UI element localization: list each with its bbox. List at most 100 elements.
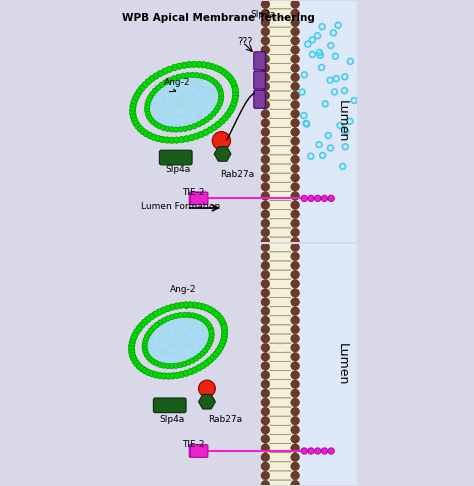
Circle shape: [178, 363, 183, 368]
Circle shape: [133, 120, 139, 126]
Circle shape: [146, 114, 152, 120]
Circle shape: [205, 321, 210, 326]
Circle shape: [291, 444, 300, 452]
Circle shape: [220, 69, 227, 75]
Circle shape: [217, 67, 223, 73]
Circle shape: [291, 380, 300, 388]
Circle shape: [202, 81, 206, 85]
Circle shape: [199, 304, 206, 310]
Circle shape: [172, 356, 175, 360]
Circle shape: [155, 85, 161, 90]
Circle shape: [227, 108, 233, 114]
Circle shape: [145, 105, 150, 110]
FancyBboxPatch shape: [191, 192, 208, 205]
Circle shape: [159, 96, 162, 99]
Circle shape: [210, 77, 215, 83]
Circle shape: [145, 334, 150, 339]
Circle shape: [261, 137, 270, 145]
Circle shape: [186, 348, 189, 352]
FancyBboxPatch shape: [191, 445, 208, 457]
Circle shape: [213, 351, 219, 357]
Circle shape: [261, 174, 270, 182]
Circle shape: [202, 74, 208, 80]
Circle shape: [291, 146, 300, 155]
FancyBboxPatch shape: [117, 1, 357, 242]
Circle shape: [171, 65, 177, 71]
Circle shape: [132, 96, 138, 102]
Circle shape: [179, 111, 182, 115]
Circle shape: [291, 298, 300, 306]
Circle shape: [291, 228, 300, 237]
Circle shape: [200, 316, 205, 322]
Circle shape: [217, 101, 222, 106]
Circle shape: [174, 372, 181, 379]
Circle shape: [190, 334, 193, 337]
Circle shape: [134, 329, 140, 335]
Circle shape: [167, 99, 171, 102]
Circle shape: [187, 331, 190, 334]
Circle shape: [328, 448, 334, 454]
Circle shape: [151, 325, 156, 330]
Circle shape: [130, 355, 137, 362]
Circle shape: [221, 327, 228, 333]
Circle shape: [222, 115, 228, 121]
Circle shape: [162, 107, 165, 111]
FancyBboxPatch shape: [117, 244, 357, 485]
Circle shape: [149, 76, 155, 82]
Circle shape: [203, 305, 209, 311]
Circle shape: [291, 201, 300, 209]
Circle shape: [196, 364, 202, 371]
FancyBboxPatch shape: [154, 398, 186, 413]
Circle shape: [148, 313, 155, 320]
Circle shape: [151, 120, 156, 125]
Circle shape: [261, 128, 270, 137]
Circle shape: [215, 312, 221, 319]
Circle shape: [291, 237, 300, 246]
Circle shape: [261, 82, 270, 91]
Circle shape: [167, 78, 172, 83]
Circle shape: [196, 94, 200, 97]
Circle shape: [181, 62, 187, 69]
Circle shape: [230, 80, 236, 86]
Circle shape: [204, 360, 210, 366]
Circle shape: [201, 107, 205, 110]
Circle shape: [128, 342, 135, 348]
Circle shape: [212, 80, 218, 85]
Circle shape: [291, 119, 300, 127]
Circle shape: [157, 320, 163, 325]
Circle shape: [164, 326, 168, 329]
Circle shape: [165, 364, 170, 369]
Circle shape: [219, 94, 224, 100]
Circle shape: [194, 93, 198, 96]
Circle shape: [219, 91, 224, 96]
Circle shape: [130, 103, 136, 109]
Circle shape: [216, 104, 221, 110]
Circle shape: [179, 137, 185, 143]
FancyBboxPatch shape: [254, 71, 265, 89]
Circle shape: [217, 85, 222, 90]
Circle shape: [291, 219, 300, 227]
Circle shape: [160, 307, 166, 313]
Polygon shape: [199, 395, 215, 409]
Circle shape: [187, 302, 193, 308]
Circle shape: [261, 119, 270, 127]
Circle shape: [130, 110, 136, 117]
Circle shape: [196, 321, 200, 324]
Circle shape: [261, 27, 270, 36]
Circle shape: [186, 62, 192, 68]
Circle shape: [225, 111, 231, 118]
Circle shape: [261, 380, 270, 388]
Circle shape: [261, 228, 270, 237]
Circle shape: [197, 343, 200, 346]
Circle shape: [195, 303, 201, 309]
Circle shape: [291, 398, 300, 407]
Circle shape: [291, 270, 300, 279]
Circle shape: [291, 0, 300, 9]
Circle shape: [261, 407, 270, 416]
Circle shape: [169, 118, 172, 122]
Circle shape: [261, 371, 270, 380]
Circle shape: [146, 111, 151, 117]
Circle shape: [261, 307, 270, 315]
Circle shape: [213, 65, 219, 71]
Circle shape: [161, 344, 165, 347]
